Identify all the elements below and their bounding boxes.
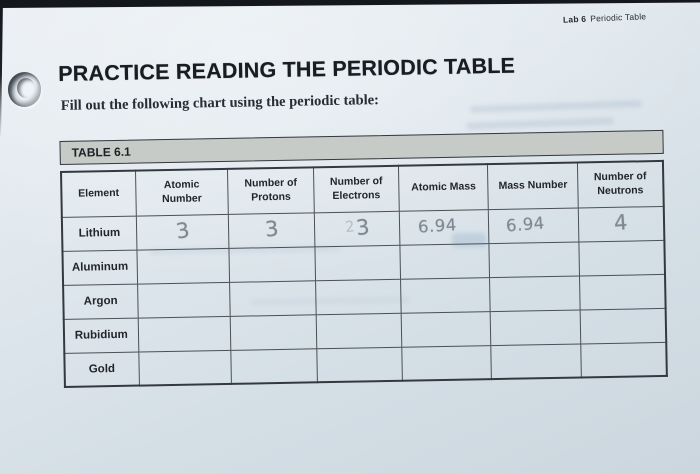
element-name-cell: Gold (64, 351, 139, 387)
empty-cell (401, 311, 492, 347)
element-name-cell: Aluminum (62, 249, 138, 285)
lab-header: Lab 6 Periodic Table (563, 11, 647, 24)
bleed-through-smudge (452, 233, 486, 247)
column-header-protons: Number of Protons (227, 167, 315, 214)
empty-cell (580, 341, 667, 378)
column-header-atomic-mass: Atomic Mass (398, 164, 489, 211)
empty-cell (137, 315, 232, 352)
empty-cell (315, 312, 402, 349)
column-header-neutrons: Number of Neutrons (577, 160, 664, 208)
mass-number-cell: 6.94 (488, 207, 579, 244)
empty-cell (316, 346, 403, 383)
empty-cell (400, 277, 491, 313)
left-page-edge (0, 0, 3, 139)
top-page-edge (0, 0, 700, 8)
empty-cell (489, 275, 581, 312)
empty-cell (136, 247, 230, 284)
empty-cell (490, 309, 581, 346)
empty-cell (578, 239, 665, 276)
pencil-value: 4 (613, 210, 629, 236)
table-caption-bar: TABLE 6.1 (59, 129, 664, 165)
empty-cell (579, 273, 666, 310)
empty-cell (401, 345, 492, 381)
instruction-text: Fill out the following chart using the p… (60, 92, 380, 114)
empty-cell (491, 343, 582, 380)
column-header-element: Element (61, 170, 136, 217)
column-header-atomic-number: Atomic Number (135, 168, 229, 216)
column-header-mass-number: Mass Number (487, 162, 579, 210)
empty-cell (137, 281, 231, 318)
neutrons-cell: 4 (578, 205, 665, 242)
protons-cell: 3 (228, 212, 315, 248)
empty-cell (489, 241, 580, 278)
lab-number-label: Lab 6 (562, 13, 587, 25)
element-name-cell: Rubidium (63, 317, 139, 353)
column-header-electrons: Number of Electrons (313, 165, 400, 213)
empty-cell (230, 314, 317, 350)
worksheet-content: PRACTICE READING THE PERIODIC TABLE Fill… (58, 51, 668, 388)
electrons-cell: 23 (314, 210, 401, 247)
hole-punch (8, 72, 41, 107)
empty-cell (229, 280, 316, 316)
empty-cell (138, 349, 232, 386)
pencil-value: 6.94 (417, 215, 458, 237)
empty-cell (400, 243, 490, 279)
empty-cell (314, 244, 401, 281)
faint-pencil-mark: 2 (343, 217, 356, 237)
atomic-mass-cell: 6.94 (399, 209, 490, 245)
element-name-cell: Lithium (61, 215, 137, 251)
element-name-cell: Argon (63, 283, 138, 319)
atomic-number-cell: 3 (135, 213, 230, 250)
empty-cell (229, 246, 316, 282)
periodic-practice-table: Element Atomic Number Number of Protons … (59, 159, 668, 388)
empty-cell (315, 278, 402, 315)
pencil-value: 6.94 (505, 213, 546, 236)
pencil-value: 3 (174, 217, 191, 244)
pencil-value: 3 (263, 216, 280, 242)
lab-title-label: Periodic Table (590, 11, 647, 24)
worksheet-title: PRACTICE READING THE PERIODIC TABLE (58, 53, 516, 86)
pencil-value: 3 (354, 214, 371, 241)
empty-cell (231, 348, 318, 384)
empty-cell (580, 307, 667, 344)
